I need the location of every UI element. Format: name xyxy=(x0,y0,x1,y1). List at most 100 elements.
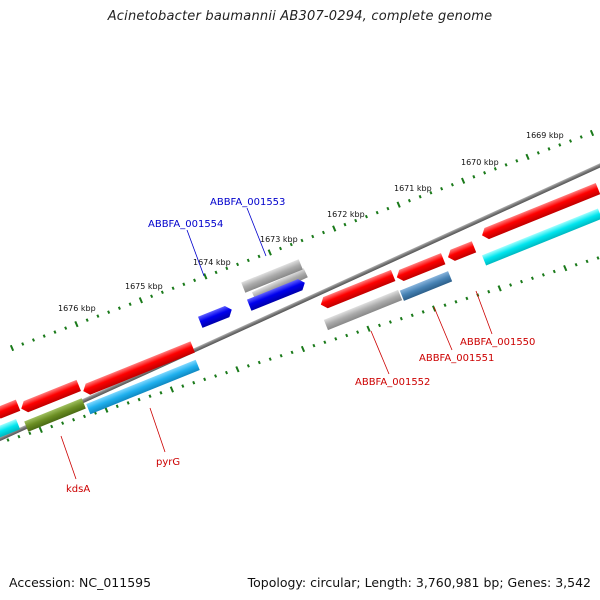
minor-tick-mark xyxy=(107,310,111,314)
minor-tick-mark xyxy=(312,343,316,348)
minor-tick-mark xyxy=(279,246,283,251)
minor-tick-mark xyxy=(386,206,390,211)
minor-tick-mark xyxy=(214,374,218,378)
minor-tick-mark xyxy=(85,318,89,322)
minor-tick-mark xyxy=(585,259,589,264)
function-bar-olive[interactable] xyxy=(24,398,86,432)
minor-tick-mark xyxy=(547,147,551,151)
minor-tick-mark xyxy=(421,310,425,314)
major-tick-mark xyxy=(497,285,502,292)
gene-arrow-abbfa-001550[interactable] xyxy=(446,241,477,263)
major-tick-mark xyxy=(525,153,530,161)
major-tick-mark xyxy=(300,345,306,353)
major-tick-mark xyxy=(589,129,595,137)
tick-labels: 1669 kbp 1670 kbp 1671 kbp 1672 kbp 1673… xyxy=(58,131,564,313)
minor-tick-mark xyxy=(579,135,583,139)
minor-tick-mark xyxy=(160,290,164,295)
minor-tick-mark xyxy=(418,194,422,199)
minor-tick-mark xyxy=(257,360,261,365)
topology-text: Topology: circular; Length: 3,760,981 bp… xyxy=(247,575,591,590)
gene-arrow-abbfa-001549[interactable] xyxy=(480,183,600,241)
gene-arrow-edge[interactable] xyxy=(0,399,21,421)
minor-tick-mark xyxy=(596,256,600,260)
gene-label-abbfa-001553[interactable]: ABBFA_001553 xyxy=(210,197,285,208)
tick-label-1674: 1674 kbp xyxy=(193,258,231,267)
major-tick-mark xyxy=(461,177,466,184)
minor-tick-mark xyxy=(289,242,293,247)
minor-tick-mark xyxy=(515,159,519,163)
minor-tick-mark xyxy=(552,269,556,274)
minor-tick-mark xyxy=(225,370,229,375)
minor-tick-mark xyxy=(541,273,545,277)
minor-tick-mark xyxy=(31,338,35,342)
tick-label-1670: 1670 kbp xyxy=(461,158,499,167)
minor-tick-mark xyxy=(536,151,540,155)
minor-tick-mark xyxy=(311,234,315,239)
minor-tick-mark xyxy=(375,210,379,215)
minor-tick-mark xyxy=(323,340,327,345)
minor-tick-mark xyxy=(388,320,392,324)
gene-label-abbfa-001554[interactable]: ABBFA_001554 xyxy=(148,219,223,230)
minor-tick-mark xyxy=(96,314,100,318)
minor-tick-mark xyxy=(321,230,325,235)
gene-label-pyrg[interactable]: pyrG xyxy=(156,457,180,468)
major-tick-mark xyxy=(366,325,371,332)
minor-tick-mark xyxy=(137,397,141,402)
tick-label-1669: 1669 kbp xyxy=(526,131,564,140)
gene-label-abbfa-001552[interactable]: ABBFA_001552 xyxy=(355,377,430,388)
accession-text: Accession: NC_011595 xyxy=(9,575,152,590)
minor-tick-mark xyxy=(300,238,304,243)
minor-tick-mark xyxy=(530,276,534,280)
gene-label-kdsa[interactable]: kdsA xyxy=(66,484,90,495)
minor-tick-mark xyxy=(203,377,207,382)
minor-tick-mark xyxy=(454,300,458,304)
gene-arrow-pyrg[interactable] xyxy=(81,341,195,396)
major-tick-mark xyxy=(267,249,272,256)
function-bar-cyan-1[interactable] xyxy=(481,208,600,266)
function-bar-steel[interactable] xyxy=(399,271,453,301)
gene-arrow-abbfa-001554[interactable] xyxy=(197,304,234,328)
minor-tick-mark xyxy=(28,431,32,436)
gene-arrow-abbfa-001553[interactable] xyxy=(241,259,303,293)
function-bar-grey[interactable] xyxy=(323,289,403,331)
minor-tick-mark xyxy=(42,334,46,338)
minor-tick-mark xyxy=(268,357,272,361)
tick-label-1673: 1673 kbp xyxy=(260,235,298,244)
tick-label-1672: 1672 kbp xyxy=(327,210,365,219)
minor-tick-mark xyxy=(181,384,185,388)
gene-arrow-abbfa-001553-cds[interactable] xyxy=(246,277,307,311)
minor-tick-mark xyxy=(558,143,562,147)
tick-label-1671: 1671 kbp xyxy=(394,184,432,193)
gene-arrow-abbfa-001552[interactable] xyxy=(319,269,396,310)
minor-tick-mark xyxy=(128,302,132,306)
major-tick-mark xyxy=(332,225,337,232)
minor-tick-mark xyxy=(182,282,186,287)
function-bar-sky[interactable] xyxy=(86,359,200,415)
minor-tick-mark xyxy=(117,306,121,310)
major-tick-mark xyxy=(396,201,401,208)
minor-tick-mark xyxy=(574,262,578,267)
gene-label-abbfa-001551[interactable]: ABBFA_001551 xyxy=(419,353,494,364)
major-tick-mark xyxy=(169,386,174,393)
minor-tick-mark xyxy=(148,394,152,398)
minor-tick-mark xyxy=(257,254,261,259)
gene-label-abbfa-001550[interactable]: ABBFA_001550 xyxy=(460,337,535,348)
minor-tick-mark xyxy=(72,418,76,422)
minor-tick-mark xyxy=(236,262,240,267)
minor-tick-mark xyxy=(345,333,349,338)
minor-tick-mark xyxy=(53,330,57,334)
minor-tick-mark xyxy=(487,289,491,294)
minor-tick-mark xyxy=(246,364,250,368)
gene-arrow-kdsa[interactable] xyxy=(19,379,81,414)
minor-tick-mark xyxy=(504,163,508,167)
gene-arrow-abbfa-001551[interactable] xyxy=(395,253,446,283)
minor-tick-mark xyxy=(6,438,10,442)
major-tick-mark xyxy=(563,264,568,272)
minor-tick-mark xyxy=(82,414,86,419)
minor-tick-mark xyxy=(225,266,229,271)
minor-tick-mark xyxy=(399,316,403,321)
function-bar-cyan-2[interactable] xyxy=(0,419,21,439)
minor-tick-mark xyxy=(443,303,447,307)
